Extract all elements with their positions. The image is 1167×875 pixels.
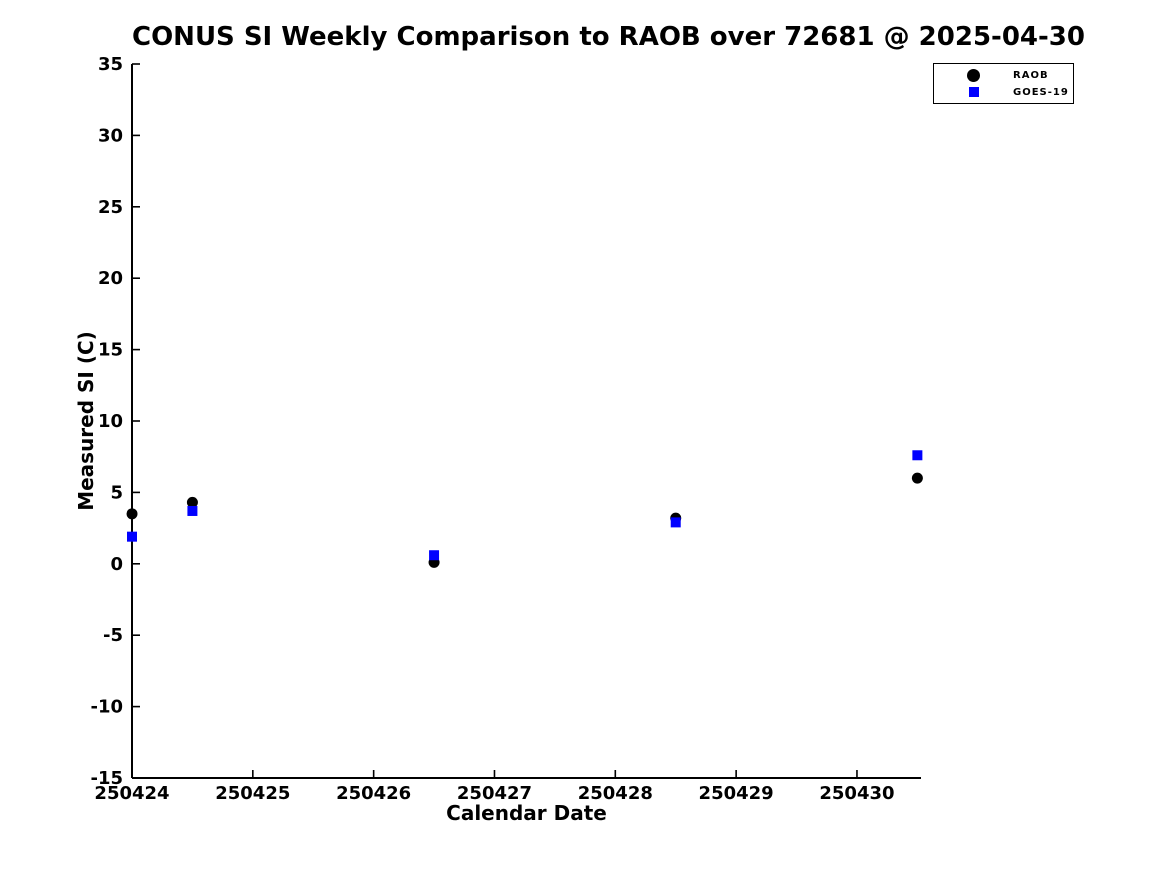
y-tick-label: -15 bbox=[90, 768, 123, 789]
y-tick-label: -5 bbox=[103, 625, 123, 646]
x-tick-label: 250426 bbox=[336, 783, 411, 804]
legend-label-goes-19: GOES-19 bbox=[1013, 86, 1069, 98]
raob-point bbox=[911, 472, 923, 484]
raob-point bbox=[126, 508, 138, 520]
x-tick-label: 250429 bbox=[699, 783, 774, 804]
legend-label-raob: RAOB bbox=[1013, 69, 1049, 81]
x-tick-label: 250425 bbox=[215, 783, 290, 804]
y-tick-label: 0 bbox=[110, 554, 123, 575]
y-tick-label: 30 bbox=[98, 125, 123, 146]
y-tick-label: 5 bbox=[110, 482, 123, 503]
x-tick-label: 250424 bbox=[94, 783, 169, 804]
goes-19-marker-icon bbox=[968, 87, 979, 97]
y-tick-label: 15 bbox=[98, 340, 123, 361]
raob-point bbox=[186, 496, 198, 508]
x-tick-label: 250430 bbox=[819, 783, 894, 804]
goes-19-point bbox=[127, 531, 137, 542]
y-tick-label: 25 bbox=[98, 197, 123, 218]
legend-item-raob: RAOB bbox=[934, 67, 1073, 84]
legend-marker-column bbox=[934, 68, 1013, 82]
y-tick-label: 20 bbox=[98, 268, 123, 289]
y-tick-label: 35 bbox=[98, 54, 123, 75]
goes-19-point bbox=[912, 450, 923, 461]
y-tick-label: 10 bbox=[98, 411, 123, 432]
x-tick-label: 250428 bbox=[578, 783, 653, 804]
legend-item-goes-19: GOES-19 bbox=[934, 84, 1073, 101]
goes-19-point bbox=[670, 517, 681, 528]
legend-marker-column bbox=[934, 87, 1013, 97]
raob-marker-icon bbox=[967, 68, 980, 82]
goes-19-point bbox=[429, 550, 440, 561]
legend: RAOB GOES-19 bbox=[933, 63, 1074, 104]
goes-19-point bbox=[187, 505, 198, 516]
x-tick-label: 250427 bbox=[457, 783, 532, 804]
y-tick-label: -10 bbox=[90, 697, 123, 718]
x-axis-label: Calendar Date bbox=[446, 801, 607, 825]
